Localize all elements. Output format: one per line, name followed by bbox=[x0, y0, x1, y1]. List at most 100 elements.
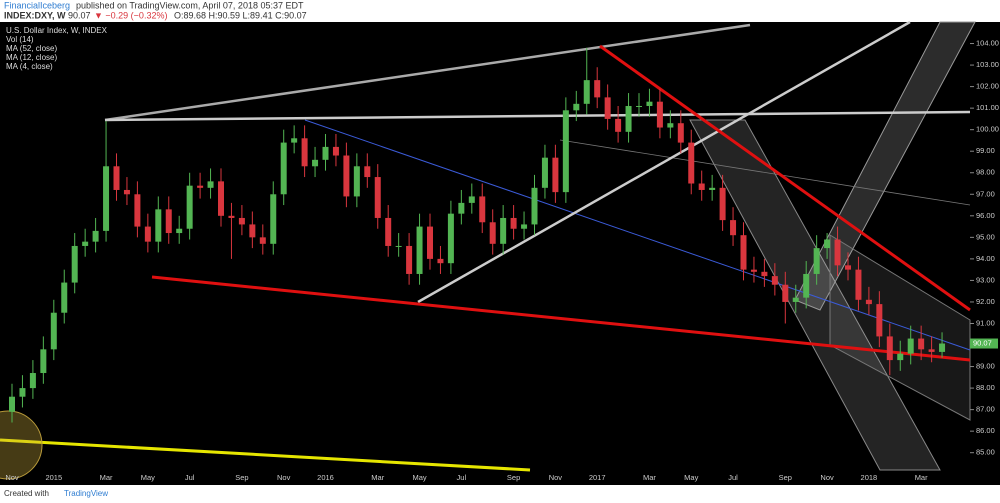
footer-brand[interactable]: TradingView bbox=[64, 489, 108, 498]
candle-body bbox=[667, 123, 674, 128]
x-tick-label: 2017 bbox=[589, 473, 606, 482]
y-tick-label: 98.00 bbox=[976, 168, 995, 177]
candle-body bbox=[625, 105, 632, 132]
candle-body bbox=[855, 269, 862, 300]
y-tick-label: 94.00 bbox=[976, 254, 995, 263]
candle-body bbox=[374, 177, 381, 218]
candle-body bbox=[604, 97, 611, 119]
candle-body bbox=[918, 338, 925, 350]
candle-body bbox=[750, 269, 757, 272]
y-tick-label: 95.00 bbox=[976, 232, 995, 241]
candle-body bbox=[280, 142, 287, 195]
candle-body bbox=[636, 105, 642, 107]
plot-bg bbox=[0, 22, 1000, 485]
candle-body bbox=[928, 349, 935, 352]
trend-line bbox=[151, 275, 971, 362]
candle-body bbox=[897, 353, 904, 361]
trend-line bbox=[599, 44, 971, 312]
candle-body bbox=[123, 189, 130, 195]
candle-body bbox=[332, 146, 339, 156]
price-tag bbox=[970, 338, 998, 349]
candle-body bbox=[40, 349, 47, 374]
author[interactable]: FinancialIceberg bbox=[4, 0, 70, 10]
y-tick-label: 97.00 bbox=[976, 189, 995, 198]
legend-entry: U.S. Dollar Index, W, INDEX bbox=[6, 26, 108, 35]
trend-line bbox=[0, 438, 531, 472]
candle-body bbox=[656, 101, 663, 128]
legend-entry: MA (52, close) bbox=[6, 44, 57, 53]
candle-body bbox=[218, 181, 224, 216]
candle-body bbox=[301, 138, 308, 167]
y-tick-label: 93.00 bbox=[976, 275, 995, 284]
candle-body bbox=[552, 157, 559, 193]
y-tick-label: 100.00 bbox=[976, 125, 999, 134]
x-tick-label: Jul bbox=[457, 473, 467, 482]
candle-body bbox=[730, 220, 737, 236]
candle-body bbox=[395, 245, 402, 247]
x-tick-label: May bbox=[684, 473, 698, 482]
legend-entry: MA (4, close) bbox=[6, 62, 53, 71]
x-tick-label: 2015 bbox=[45, 473, 62, 482]
candle-body bbox=[197, 185, 204, 188]
trend-line bbox=[304, 119, 971, 351]
y-tick-label: 85.00 bbox=[976, 448, 995, 457]
candle-body bbox=[270, 194, 277, 244]
candle-body bbox=[865, 299, 872, 305]
trend-line bbox=[417, 20, 911, 304]
candle-body bbox=[740, 235, 747, 270]
candle-body bbox=[813, 248, 820, 274]
candle-body bbox=[259, 237, 266, 244]
candle-body bbox=[803, 273, 810, 298]
candle-body bbox=[322, 146, 329, 160]
candle-body bbox=[144, 226, 151, 242]
y-tick-label: 104.00 bbox=[976, 39, 999, 48]
candle-body bbox=[385, 217, 392, 246]
candle-body bbox=[876, 304, 883, 337]
y-tick-label: 86.00 bbox=[976, 426, 995, 435]
change: ▼ −0.29 (−0.32%) bbox=[94, 10, 167, 20]
trend-line bbox=[104, 110, 971, 122]
candle-body bbox=[677, 123, 684, 143]
y-tick-label: 89.00 bbox=[976, 362, 995, 371]
symbol: INDEX:DXY, W bbox=[4, 10, 66, 20]
candle-body bbox=[427, 226, 433, 259]
candle-body bbox=[353, 166, 360, 197]
candle-body bbox=[583, 80, 590, 104]
candle-body bbox=[531, 187, 538, 225]
candle-body bbox=[50, 312, 57, 350]
highlight bbox=[0, 410, 43, 480]
x-tick-label: Sep bbox=[507, 473, 520, 482]
candle-body bbox=[907, 338, 914, 354]
y-tick-label: 101.00 bbox=[976, 103, 999, 112]
trend-line bbox=[559, 139, 971, 206]
candle-body bbox=[343, 155, 350, 197]
candle-body bbox=[71, 245, 78, 283]
candle-body bbox=[92, 230, 99, 242]
candle-body bbox=[709, 187, 716, 190]
published: published on TradingView.com, April 07, … bbox=[76, 0, 304, 10]
candle-body bbox=[9, 396, 15, 412]
candle-body bbox=[719, 187, 726, 221]
x-tick-label: May bbox=[412, 473, 426, 482]
y-tick-label: 103.00 bbox=[976, 60, 999, 69]
channel bbox=[829, 234, 971, 421]
candle-body bbox=[939, 343, 946, 352]
y-tick-label: 96.00 bbox=[976, 211, 995, 220]
candle-body bbox=[364, 166, 371, 178]
y-tick-label: 87.00 bbox=[976, 405, 995, 414]
x-tick-label: Sep bbox=[779, 473, 792, 482]
candle-body bbox=[207, 181, 214, 188]
candle-body bbox=[886, 336, 893, 361]
y-tick-label: 102.00 bbox=[976, 82, 999, 91]
candle-body bbox=[176, 228, 183, 234]
candle-body bbox=[155, 209, 162, 242]
candle-body bbox=[468, 196, 475, 203]
legend-entry: Vol (14) bbox=[6, 35, 34, 44]
y-tick-label: 99.00 bbox=[976, 146, 995, 155]
drawings bbox=[0, 20, 976, 480]
candle-body bbox=[500, 217, 507, 244]
candle-body bbox=[249, 224, 256, 238]
x-tick-label: 2018 bbox=[861, 473, 878, 482]
candle-body bbox=[521, 224, 528, 229]
